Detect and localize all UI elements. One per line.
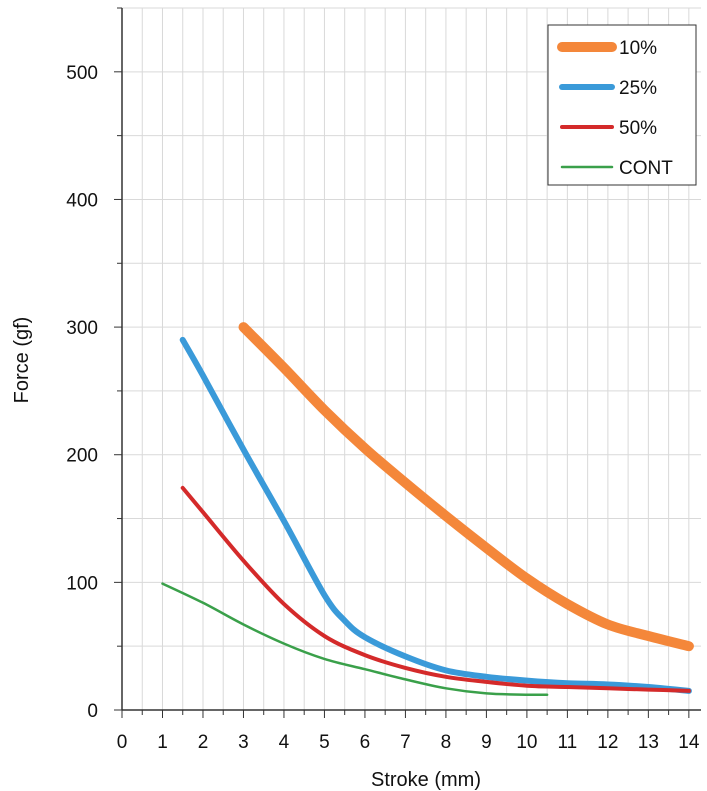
y-tick-label: 0 [87, 701, 98, 722]
legend-label-10: 10% [619, 38, 657, 59]
series-lines [161, 322, 694, 697]
x-tick-label: 12 [597, 732, 618, 753]
y-tick-label: 200 [66, 446, 98, 467]
y-axis-label: Force (gf) [11, 317, 33, 404]
x-tick-label: 6 [360, 732, 371, 753]
x-tick-label: 7 [400, 732, 411, 753]
y-tick-label: 500 [66, 63, 98, 84]
x-tick-label: 5 [319, 732, 330, 753]
x-tick-label: 8 [441, 732, 452, 753]
x-tick-label: 1 [157, 732, 168, 753]
x-tick-label: 13 [638, 732, 659, 753]
x-tick-label: 0 [117, 732, 128, 753]
y-tick-label: 400 [66, 190, 98, 211]
y-tick-label: 300 [66, 318, 98, 339]
y-tick-label: 100 [66, 573, 98, 594]
legend-label-cont: CONT [619, 158, 673, 179]
x-tick-label: 4 [279, 732, 290, 753]
legend-label-50: 50% [619, 118, 657, 139]
x-tick-label: 14 [678, 732, 700, 753]
series-line-cont [161, 582, 549, 697]
series-line-25 [179, 336, 692, 694]
x-axis-label: Stroke (mm) [371, 769, 481, 791]
x-tick-label: 11 [558, 732, 578, 753]
legend-label-25: 25% [619, 78, 657, 99]
x-tick-label: 3 [238, 732, 249, 753]
x-tick-label: 10 [516, 732, 537, 753]
x-tick-label: 2 [198, 732, 209, 753]
x-tick-label: 9 [481, 732, 492, 753]
series-line-10 [238, 322, 694, 652]
series-line-50 [180, 485, 691, 693]
legend: 10% 25% 50% CONT [547, 24, 697, 186]
